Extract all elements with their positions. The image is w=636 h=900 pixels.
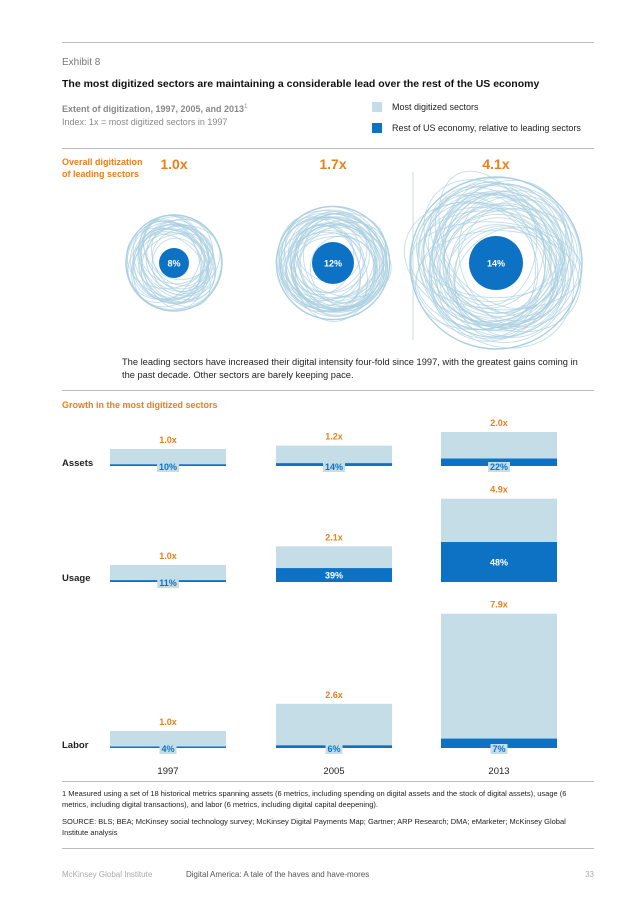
multiple-label: 1.2x bbox=[325, 432, 343, 442]
row-label-usage: Usage bbox=[62, 573, 91, 584]
leading-sector-bubble bbox=[403, 170, 583, 350]
year-label-2013: 2013 bbox=[488, 766, 510, 777]
rest-share-label: 14% bbox=[487, 259, 505, 269]
leading-multiple-label: 4.1x bbox=[482, 156, 509, 172]
rest-share-label: 14% bbox=[325, 462, 343, 472]
leading-multiple-label: 1.7x bbox=[319, 156, 346, 172]
growth-heading: Growth in the most digitized sectors bbox=[62, 400, 218, 410]
legend-label: Most digitized sectors bbox=[392, 102, 479, 112]
rest-economy-bubble bbox=[312, 242, 354, 284]
multiple-label: 1.0x bbox=[159, 435, 177, 445]
chart-subtitle: Extent of digitization, 1997, 2005, and … bbox=[62, 104, 247, 114]
multiple-label: 4.9x bbox=[490, 485, 508, 495]
rest-share-label: 39% bbox=[325, 571, 343, 581]
footnote-rule bbox=[62, 781, 594, 782]
leading-sector-bar bbox=[110, 565, 226, 582]
rest-economy-bubble bbox=[469, 236, 523, 290]
overall-heading: Overall digitization of leading sectors bbox=[62, 157, 143, 179]
rest-economy-bubble bbox=[159, 248, 189, 278]
bubble-chart: 8% 1.0x 12% 1.7x 14% 4.1x bbox=[125, 156, 583, 350]
multiple-label: 7.9x bbox=[490, 600, 508, 610]
year-label-1997: 1997 bbox=[157, 766, 179, 777]
footnote: 1 Measured using a set of 18 historical … bbox=[62, 789, 567, 809]
subtitle-footnote-mark: 1 bbox=[244, 104, 248, 110]
rest-share-label: 6% bbox=[327, 744, 340, 754]
rest-share-label: 8% bbox=[167, 259, 180, 269]
legend-label: Rest of US economy, relative to leading … bbox=[392, 123, 581, 133]
chart-title: The most digitized sectors are maintaini… bbox=[62, 78, 540, 90]
multiple-label: 2.1x bbox=[325, 532, 343, 542]
leading-sector-bubble bbox=[275, 205, 392, 322]
row-label-assets: Assets bbox=[62, 458, 94, 469]
footer-rule bbox=[62, 848, 594, 849]
top-rule bbox=[62, 42, 594, 43]
footer-publisher: McKinsey Global Institute bbox=[62, 870, 153, 879]
leading-sector-bar bbox=[276, 445, 392, 466]
legend-item-most-digitized: Most digitized sectors bbox=[372, 102, 479, 112]
rest-share-label: 10% bbox=[159, 462, 177, 472]
year-label-2005: 2005 bbox=[323, 766, 345, 777]
rest-share-label: 48% bbox=[490, 558, 508, 568]
source-note: SOURCE: BLS; BEA; McKinsey social techno… bbox=[62, 817, 566, 837]
legend-item-rest-economy: Rest of US economy, relative to leading … bbox=[372, 123, 581, 133]
bar-chart: 10% 1.0x 14% 1.2x 22% 2.0x 11% 1.0x 39% 2.1x 48% 4.… bbox=[110, 418, 557, 754]
chart-index-note: Index: 1x = most digitized sectors in 19… bbox=[62, 117, 228, 127]
multiple-label: 1.0x bbox=[159, 551, 177, 561]
rest-economy-bar bbox=[441, 738, 557, 748]
section-rule bbox=[62, 390, 594, 391]
legend-swatch-dark bbox=[372, 123, 382, 133]
rest-share-label: 22% bbox=[490, 462, 508, 472]
leading-sector-bar bbox=[441, 613, 557, 748]
leading-multiple-label: 1.0x bbox=[160, 156, 187, 172]
rest-economy-bar bbox=[441, 542, 557, 582]
footer-page-number: 33 bbox=[585, 870, 594, 879]
rest-share-label: 12% bbox=[324, 259, 342, 269]
rest-economy-bar bbox=[276, 568, 392, 582]
legend-swatch-light bbox=[372, 102, 382, 112]
multiple-label: 2.6x bbox=[325, 690, 343, 700]
overall-description: The leading sectors have increased their… bbox=[122, 357, 578, 380]
rest-share-label: 4% bbox=[161, 744, 174, 754]
row-label-labor: Labor bbox=[62, 740, 89, 751]
exhibit-label: Exhibit 8 bbox=[62, 57, 101, 68]
leading-sector-bar bbox=[110, 449, 226, 466]
rest-share-label: 7% bbox=[492, 744, 505, 754]
leading-sector-bubble bbox=[125, 214, 223, 312]
rest-share-label: 11% bbox=[159, 578, 177, 588]
leading-sector-bar bbox=[276, 703, 392, 748]
leading-sector-bar bbox=[110, 731, 226, 748]
multiple-label: 1.0x bbox=[159, 717, 177, 727]
footer-report-title: Digital America: A tale of the haves and… bbox=[186, 870, 370, 879]
multiple-label: 2.0x bbox=[490, 418, 508, 428]
section-rule bbox=[62, 148, 594, 149]
subtitle-text: Extent of digitization, 1997, 2005, and … bbox=[62, 104, 245, 114]
